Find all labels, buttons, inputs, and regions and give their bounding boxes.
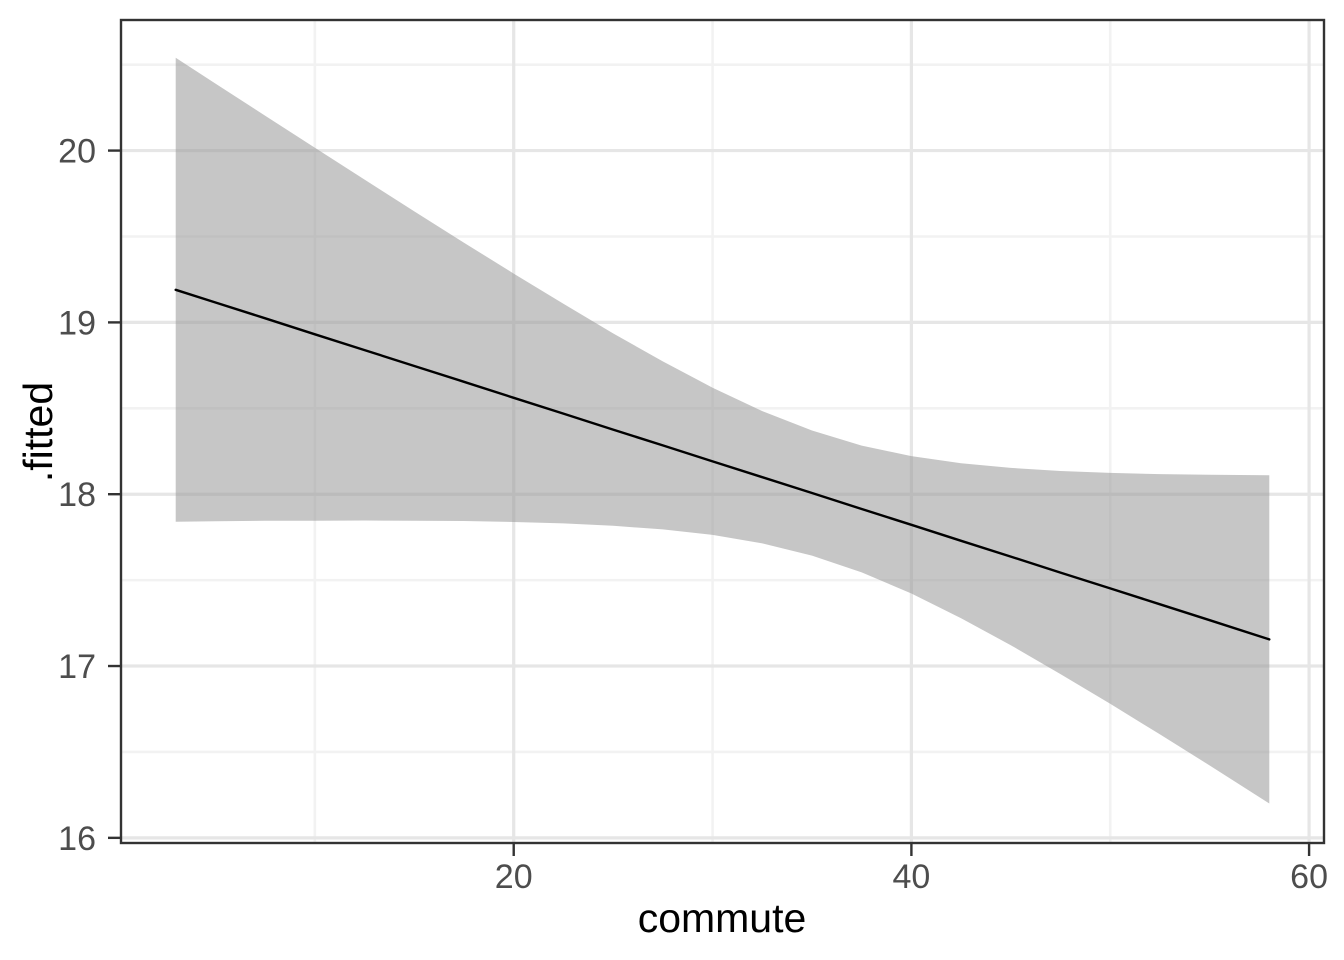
panel-border-rect bbox=[119, 18, 1326, 845]
confidence-ribbon-area bbox=[175, 57, 1270, 804]
y-tick-label: 17 bbox=[58, 648, 96, 686]
panel-border bbox=[119, 18, 1326, 845]
y-tick-label: 16 bbox=[58, 820, 96, 858]
y-tick-label: 20 bbox=[58, 133, 96, 171]
x-tick-label: 40 bbox=[892, 858, 930, 896]
fitted-line bbox=[174, 288, 1271, 641]
axis-tick-labels: 20 40 60 16 17 18 19 20 bbox=[58, 133, 1328, 896]
x-axis-title: commute bbox=[638, 895, 807, 941]
x-tick-label: 20 bbox=[495, 858, 533, 896]
fitted-line-path bbox=[174, 288, 1271, 641]
confidence-ribbon bbox=[175, 57, 1270, 804]
y-tick-label: 18 bbox=[58, 476, 96, 514]
x-tick-label: 60 bbox=[1290, 858, 1328, 896]
y-axis-title: .fitted bbox=[15, 382, 61, 482]
axis-tick-marks bbox=[108, 149, 1311, 856]
y-tick-label: 19 bbox=[58, 304, 96, 342]
